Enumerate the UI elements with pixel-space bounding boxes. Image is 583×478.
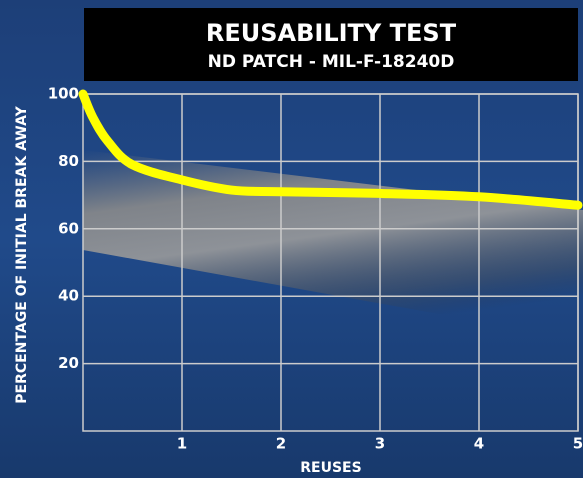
y-tick-label: 20 [58, 354, 79, 372]
y-tick-label: 60 [58, 219, 79, 237]
y-tick-label: 100 [48, 85, 79, 103]
chart-title: REUSABILITY TEST [206, 19, 457, 47]
x-tick-label: 5 [573, 435, 583, 453]
x-axis-label: REUSES [300, 460, 361, 476]
x-tick-label: 2 [276, 435, 286, 453]
y-axis-label: PERCENTAGE OF INITIAL BREAK AWAY [14, 105, 30, 403]
y-tick-label: 40 [58, 287, 79, 305]
y-tick-label: 80 [58, 152, 79, 170]
x-tick-label: 3 [375, 435, 385, 453]
chart-subtitle: ND PATCH - MIL-F-18240D [208, 52, 455, 72]
x-tick-label: 1 [177, 435, 187, 453]
x-tick-label: 4 [474, 435, 484, 453]
data-line [78, 89, 583, 210]
title-box [84, 8, 578, 81]
